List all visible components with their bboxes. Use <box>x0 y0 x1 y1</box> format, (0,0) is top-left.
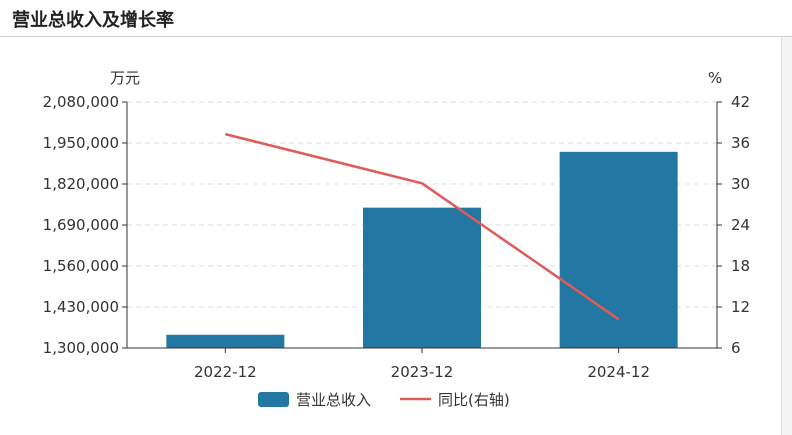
left-axis-tick-label: 1,950,000 <box>43 134 119 152</box>
right-axis-tick-label: 18 <box>731 257 750 275</box>
right-axis-tick-label: 12 <box>731 298 750 316</box>
left-axis-unit: 万元 <box>110 69 140 87</box>
legend-item-revenue[interactable]: 营业总收入 <box>258 391 371 409</box>
x-axis-tick-label: 2024-12 <box>587 363 650 381</box>
left-axis-tick-label: 1,560,000 <box>43 257 119 275</box>
legend-label-yoy: 同比(右轴) <box>438 391 510 409</box>
right-axis-tick-label: 36 <box>731 134 750 152</box>
left-axis-tick-label: 1,430,000 <box>43 298 119 316</box>
legend-item-yoy[interactable]: 同比(右轴) <box>400 391 510 409</box>
right-axis-tick-label: 6 <box>731 339 741 357</box>
line-series <box>225 132 620 321</box>
right-axis-tick-label: 24 <box>731 216 750 234</box>
bar-2022-12 <box>166 334 285 348</box>
x-axis-tick-label: 2022-12 <box>194 363 257 381</box>
page-title: 营业总收入及增长率 <box>12 10 174 31</box>
revenue-growth-chart: 1,300,000 1,430,000 1,560,000 1,690,000 1,82… <box>43 69 750 409</box>
x-axis-tick-label: 2023-12 <box>391 363 454 381</box>
left-axis-tick-label: 2,080,000 <box>43 93 119 111</box>
axes: 1,300,000 1,430,000 1,560,000 1,690,000 1,82… <box>43 93 750 381</box>
right-axis-unit: % <box>708 69 722 87</box>
left-axis-tick-label: 1,820,000 <box>43 175 119 193</box>
yoy-line <box>225 132 620 321</box>
bar-2023-12 <box>363 207 481 348</box>
right-axis-tick-label: 30 <box>731 175 750 193</box>
legend-label-revenue: 营业总收入 <box>296 391 371 409</box>
left-axis-tick-label: 1,690,000 <box>43 216 119 234</box>
header: 营业总收入及增长率 <box>0 0 792 37</box>
scrollbar[interactable] <box>781 37 792 435</box>
bar-series <box>166 151 678 348</box>
right-axis-tick-label: 42 <box>731 93 750 111</box>
bar-2024-12 <box>559 151 678 348</box>
legend-swatch-revenue <box>258 392 289 407</box>
left-axis-tick-label: 1,300,000 <box>43 339 119 357</box>
